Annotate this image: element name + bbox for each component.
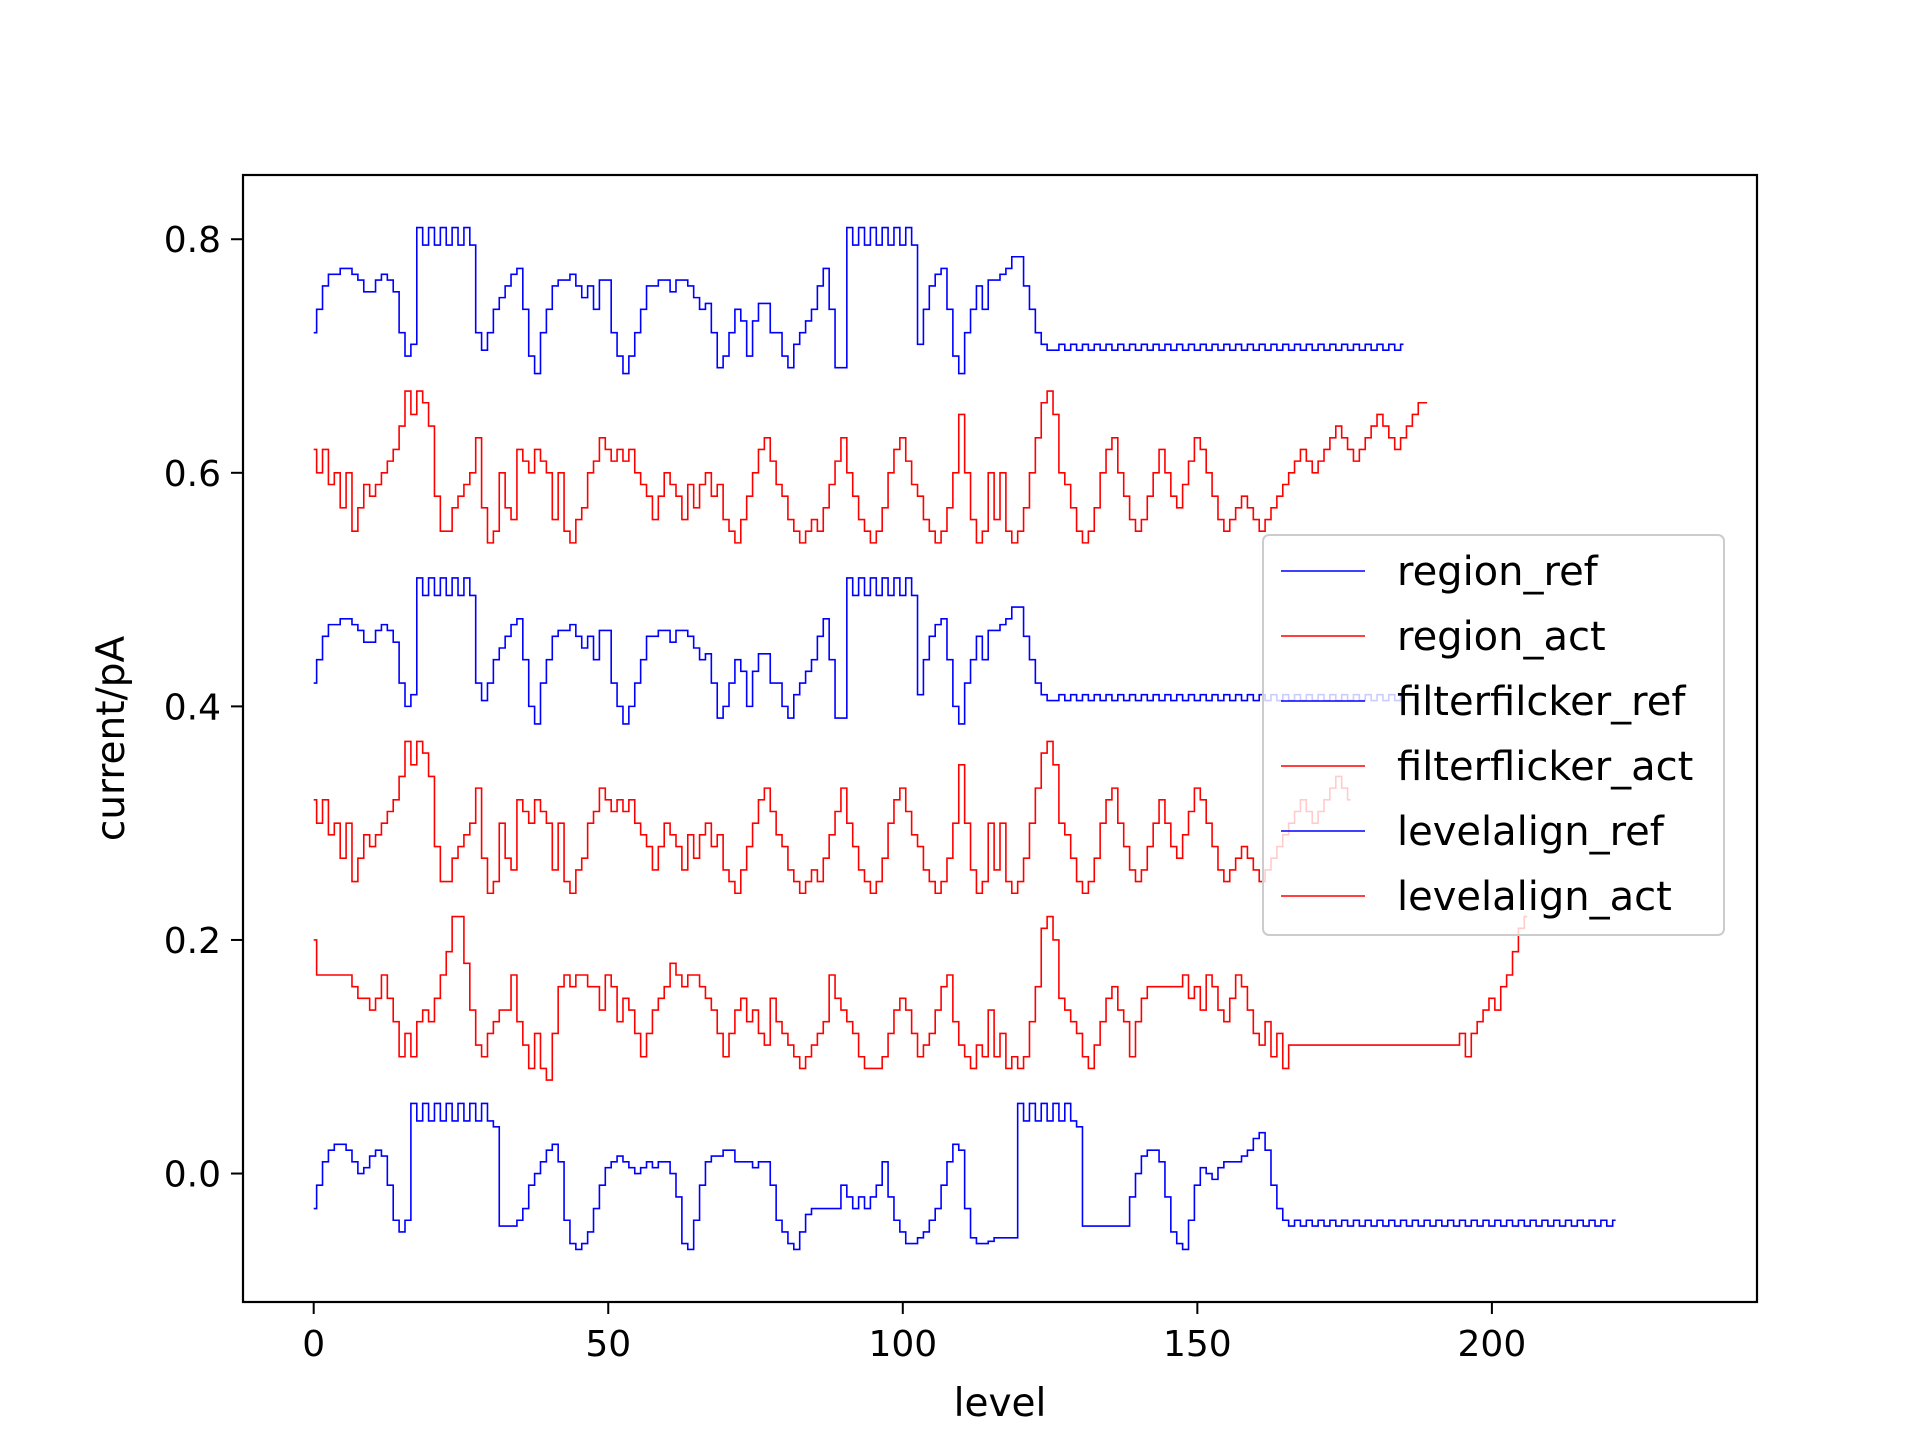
series-line-levelalign_act [313, 915, 1528, 1081]
x-tick-label: 200 [1458, 1324, 1527, 1365]
y-axis-label: current/pA [89, 636, 134, 842]
y-tick-label: 0.4 [164, 687, 221, 728]
legend-label-levelalign_ref: levelalign_ref [1397, 809, 1665, 855]
ticks: 0 50 100 150 200 0.0 0.2 0.4 0.6 0.8 [164, 220, 1527, 1365]
series-line-filterfilcker_ref [313, 577, 1404, 725]
legend-label-filterflicker_act: filterflicker_act [1397, 744, 1693, 790]
series-line-region_act [313, 390, 1428, 544]
axes-frame [241, 173, 1759, 1304]
series-line-levelalign_ref [313, 1102, 1616, 1251]
y-tick-label: 0.0 [164, 1155, 221, 1196]
legend-label-region_act: region_act [1397, 614, 1606, 660]
series-line-region_ref [313, 226, 1404, 375]
series-lines [313, 226, 1616, 1251]
x-tick-label: 100 [868, 1324, 937, 1365]
y-tick-label: 0.2 [164, 921, 221, 962]
x-tick-label: 50 [585, 1324, 631, 1365]
legend-label-region_ref: region_ref [1397, 549, 1599, 595]
y-tick-label: 0.6 [164, 454, 221, 495]
x-tick-label: 0 [302, 1324, 325, 1365]
legend-label-filterfilcker_ref: filterfilcker_ref [1397, 679, 1686, 725]
legend-label-levelalign_act: levelalign_act [1397, 874, 1672, 920]
x-tick-label: 150 [1163, 1324, 1232, 1365]
x-axis-label: level [954, 1381, 1047, 1426]
legend: region_ref region_act filterfilcker_reffil… [1262, 534, 1725, 936]
y-tick-label: 0.8 [164, 220, 221, 261]
legend-box [1262, 534, 1725, 936]
series-line-filterflicker_act [313, 740, 1351, 895]
